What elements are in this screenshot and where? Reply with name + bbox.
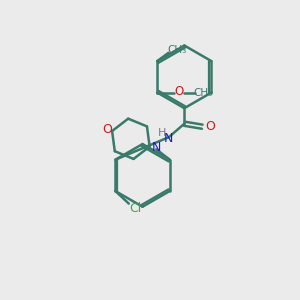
Text: CH₃: CH₃ bbox=[167, 45, 186, 56]
Text: O: O bbox=[102, 123, 112, 136]
Text: O: O bbox=[174, 85, 183, 98]
Text: Cl: Cl bbox=[130, 202, 142, 215]
Text: O: O bbox=[205, 120, 215, 133]
Text: H: H bbox=[158, 128, 166, 138]
Text: N: N bbox=[152, 141, 161, 154]
Text: N: N bbox=[164, 132, 173, 145]
Text: CH₃: CH₃ bbox=[193, 88, 212, 98]
